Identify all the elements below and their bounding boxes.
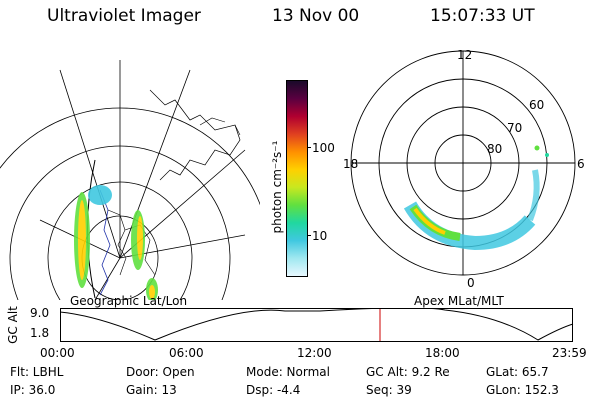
timeline-x-tick-label: 23:59	[552, 346, 587, 360]
geographic-map	[0, 60, 260, 300]
timeline-x-tick-label: 12:00	[297, 346, 332, 360]
timeline-y-tick-label: 9.0	[30, 306, 50, 320]
geo-grid-line	[0, 107, 260, 206]
mlat-label-60: 60	[529, 98, 544, 112]
mlt-label-12: 12	[457, 48, 472, 62]
coastline	[107, 209, 127, 276]
colorbar-tick-label: 100	[312, 141, 335, 155]
mlt-label-18: 18	[343, 157, 358, 171]
colorbar	[286, 80, 308, 277]
gc-altitude-curve	[60, 308, 574, 341]
info-gc-alt: GC Alt: 9.2 Re	[366, 365, 450, 379]
polar-aurora-oval	[403, 145, 549, 251]
timeline-x-tick-label: 06:00	[169, 346, 204, 360]
timeline-y-tick-label: 1.8	[30, 326, 50, 340]
coastline	[199, 117, 241, 136]
geo-panel-label: Geographic Lat/Lon	[70, 294, 188, 308]
info-mode: Mode: Normal	[246, 365, 330, 379]
coastline	[99, 189, 111, 296]
time-label: 15:07:33 UT	[430, 6, 535, 26]
info-glon: GLon: 152.3	[486, 383, 559, 397]
polar-plot: 12 18 6 0 60 70 80	[343, 48, 585, 290]
info-seq: Seq: 39	[366, 383, 412, 397]
timeline-x-tick-label: 18:00	[425, 346, 460, 360]
geo-grid-line	[59, 69, 121, 259]
info-dsp: Dsp: -4.4	[246, 383, 301, 397]
geo-grid-line	[119, 69, 191, 259]
timeline-axis-label: GC Alt	[6, 306, 20, 344]
mlt-label-6: 6	[577, 157, 585, 171]
timeline-plot	[60, 308, 574, 342]
polar-panel-label: Apex MLat/MLT	[414, 294, 504, 308]
info-gain: Gain: 13	[126, 383, 177, 397]
aurora-emission	[74, 185, 158, 300]
mlt-label-0: 0	[467, 276, 475, 290]
timeline-frame	[60, 308, 573, 342]
info-glat: GLat: 65.7	[486, 365, 549, 379]
mlat-label-80: 80	[487, 142, 502, 156]
instrument-title: Ultraviolet Imager	[47, 6, 201, 26]
info-door: Door: Open	[126, 365, 195, 379]
colorbar-tick-label: 10	[312, 229, 328, 243]
timeline-x-tick-label: 00:00	[40, 346, 75, 360]
mlat-label-70: 70	[507, 121, 522, 135]
info-flt: Flt: LBHL	[10, 365, 64, 379]
colorbar-tick	[307, 235, 311, 236]
colorbar-unit-label: photon cm⁻²s⁻¹	[270, 140, 284, 234]
info-ip: IP: 36.0	[10, 383, 56, 397]
coastline	[149, 89, 241, 181]
colorbar-tick	[307, 147, 311, 148]
date-label: 13 Nov 00	[272, 6, 360, 26]
